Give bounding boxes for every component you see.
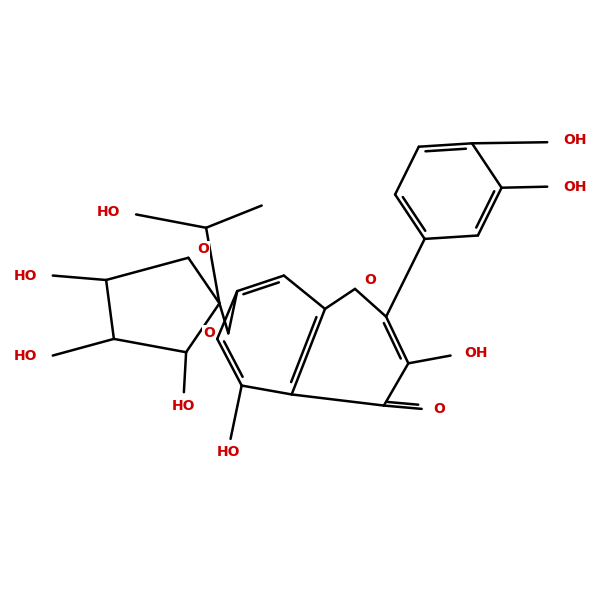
Text: HO: HO <box>97 205 121 219</box>
Text: HO: HO <box>172 398 196 413</box>
Text: HO: HO <box>14 269 37 283</box>
Text: OH: OH <box>563 133 586 147</box>
Text: O: O <box>197 242 209 256</box>
Text: HO: HO <box>217 445 240 459</box>
Text: O: O <box>364 273 376 287</box>
Text: O: O <box>433 402 445 416</box>
Text: OH: OH <box>563 179 586 194</box>
Text: HO: HO <box>14 349 37 362</box>
Text: OH: OH <box>464 346 487 361</box>
Text: O: O <box>203 326 215 340</box>
